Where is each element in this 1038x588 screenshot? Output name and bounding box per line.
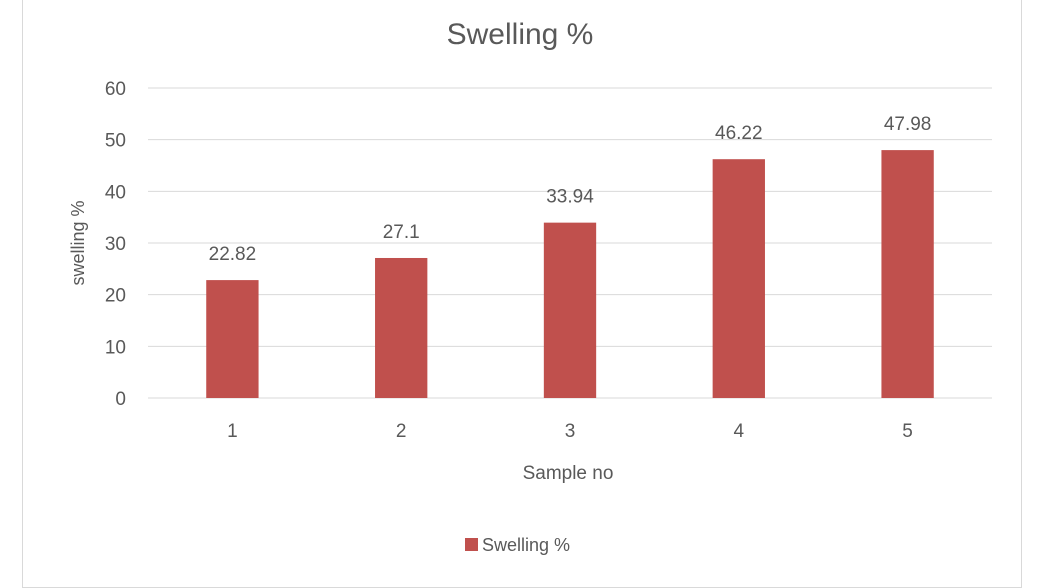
y-tick-label: 30 xyxy=(105,234,126,255)
y-tick-label: 50 xyxy=(105,131,126,152)
bar xyxy=(881,150,934,398)
x-tick-label: 3 xyxy=(565,421,576,442)
bar xyxy=(543,222,597,398)
data-label: 33.94 xyxy=(546,187,594,208)
y-axis-ticks: 0 10 20 30 40 50 60 xyxy=(105,79,126,410)
bar xyxy=(206,280,259,398)
bar xyxy=(712,159,765,398)
x-tick-label: 4 xyxy=(734,421,745,442)
y-tick-label: 20 xyxy=(105,286,126,307)
y-tick-label: 60 xyxy=(105,79,126,100)
data-label: 27.1 xyxy=(383,222,420,243)
y-tick-label: 40 xyxy=(105,182,126,203)
data-label: 22.82 xyxy=(209,244,257,265)
chart-title: Swelling % xyxy=(447,18,594,51)
data-label: 47.98 xyxy=(884,114,932,135)
bars: 22.82 27.1 33.94 46.22 47.98 xyxy=(206,114,934,398)
data-label: 46.22 xyxy=(715,123,763,144)
y-axis-label: swelling % xyxy=(68,200,88,285)
bar-chart: Swelling % 0 10 20 30 40 50 60 22.82 27.1 33.94 4… xyxy=(68,18,992,555)
legend: Swelling % xyxy=(465,535,570,555)
y-tick-label: 0 xyxy=(115,389,126,410)
x-axis-label: Sample no xyxy=(523,463,614,484)
chart-frame xyxy=(22,0,1022,588)
legend-swatch xyxy=(465,538,478,551)
x-tick-label: 2 xyxy=(396,421,407,442)
y-tick-label: 10 xyxy=(105,337,126,358)
x-tick-label: 5 xyxy=(902,421,913,442)
legend-label: Swelling % xyxy=(482,535,570,555)
bar xyxy=(375,257,428,398)
x-tick-label: 1 xyxy=(227,421,238,442)
x-axis-ticks: 1 2 3 4 5 xyxy=(227,421,913,442)
